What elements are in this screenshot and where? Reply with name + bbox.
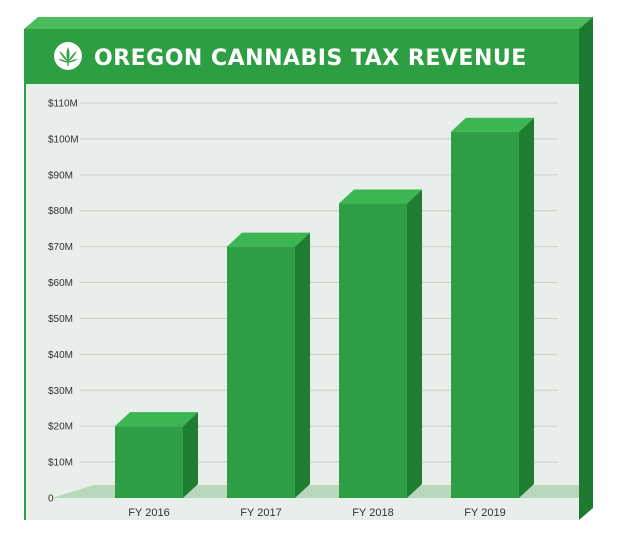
y-tick-label: $30M bbox=[48, 386, 73, 397]
bar bbox=[115, 426, 183, 498]
y-tick-label: $40M bbox=[48, 350, 73, 361]
x-tick-label: FY 2019 bbox=[464, 507, 505, 519]
bars bbox=[115, 117, 534, 499]
y-tick-label: $10M bbox=[48, 458, 73, 469]
cannabis-leaf-icon bbox=[58, 47, 78, 66]
frame-top-bevel bbox=[24, 17, 593, 29]
bar-fy-2019 bbox=[451, 117, 534, 499]
y-tick-label: $100M bbox=[48, 134, 79, 145]
bar-side bbox=[519, 117, 534, 499]
bar-fy-2018 bbox=[339, 189, 422, 498]
bar bbox=[339, 203, 407, 498]
y-tick-label: $20M bbox=[48, 422, 73, 433]
y-tick-label: $80M bbox=[48, 206, 73, 217]
header: OREGON CANNABIS TAX REVENUE bbox=[54, 42, 527, 71]
bar-side bbox=[407, 189, 422, 498]
bar-top bbox=[115, 412, 198, 427]
y-tick-label: $70M bbox=[48, 242, 73, 253]
frame-right-side bbox=[579, 17, 593, 520]
bar-top bbox=[339, 189, 422, 204]
x-tick-label: FY 2017 bbox=[240, 507, 281, 519]
bar-side bbox=[295, 232, 310, 499]
y-axis-ticks: 0 $10M $20M $30M $40M $50M $60M $70M $80M $90M $10… bbox=[48, 99, 79, 505]
y-tick-label: 0 bbox=[48, 494, 54, 505]
y-tick-label: $60M bbox=[48, 278, 73, 289]
x-tick-label: FY 2016 bbox=[128, 507, 169, 519]
x-axis-labels: FY 2016 FY 2017 FY 2018 FY 2019 bbox=[128, 507, 505, 519]
y-tick-label: $50M bbox=[48, 314, 73, 325]
bar-fy-2016 bbox=[115, 412, 198, 498]
chart-title: OREGON CANNABIS TAX REVENUE bbox=[94, 46, 527, 71]
y-tick-label: $90M bbox=[48, 170, 73, 181]
bar-top bbox=[451, 117, 534, 132]
y-tick-label: $110M bbox=[48, 99, 78, 110]
x-tick-label: FY 2018 bbox=[352, 507, 393, 519]
bar-top bbox=[227, 232, 310, 247]
bar-side bbox=[183, 412, 198, 498]
bar-fy-2017 bbox=[227, 232, 310, 499]
bar bbox=[227, 246, 295, 498]
bar bbox=[451, 131, 519, 498]
